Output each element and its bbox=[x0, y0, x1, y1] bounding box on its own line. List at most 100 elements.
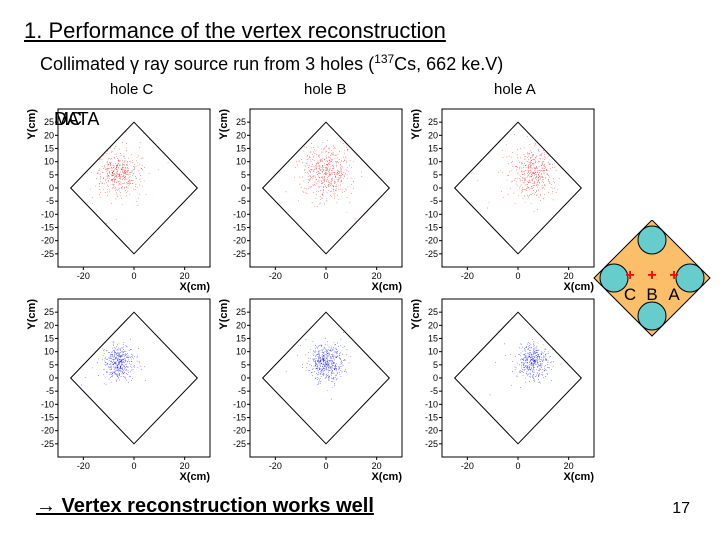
svg-text:C: C bbox=[624, 285, 636, 304]
svg-text:15: 15 bbox=[44, 144, 54, 154]
conclusion-text: → Vertex reconstruction works well bbox=[36, 495, 374, 518]
svg-text:0: 0 bbox=[241, 183, 246, 193]
svg-text:A: A bbox=[668, 285, 680, 304]
svg-text:25: 25 bbox=[44, 307, 54, 317]
svg-text:+: + bbox=[669, 267, 678, 284]
svg-text:20: 20 bbox=[180, 271, 190, 281]
svg-text:-20: -20 bbox=[41, 236, 54, 246]
svg-text:20: 20 bbox=[372, 461, 382, 471]
svg-text:20: 20 bbox=[428, 320, 438, 330]
svg-text:+: + bbox=[625, 267, 634, 284]
svg-text:Y(cm): Y(cm) bbox=[26, 109, 38, 140]
svg-text:-20: -20 bbox=[425, 426, 438, 436]
svg-text:-10: -10 bbox=[41, 399, 54, 409]
svg-text:25: 25 bbox=[428, 307, 438, 317]
svg-text:X(cm): X(cm) bbox=[179, 281, 210, 293]
svg-text:X(cm): X(cm) bbox=[371, 281, 402, 293]
slide-title: 1. Performance of the vertex reconstruct… bbox=[24, 18, 696, 44]
svg-text:-20: -20 bbox=[269, 461, 282, 471]
svg-text:5: 5 bbox=[433, 360, 438, 370]
subtitle-post: Cs, 662 ke.V) bbox=[394, 54, 503, 74]
svg-text:15: 15 bbox=[428, 144, 438, 154]
svg-text:5: 5 bbox=[49, 360, 54, 370]
svg-text:-10: -10 bbox=[425, 399, 438, 409]
svg-text:-20: -20 bbox=[461, 461, 474, 471]
svg-text:20: 20 bbox=[564, 271, 574, 281]
svg-text:-5: -5 bbox=[238, 386, 246, 396]
svg-text:+: + bbox=[647, 267, 656, 284]
svg-text:-20: -20 bbox=[41, 426, 54, 436]
svg-text:10: 10 bbox=[236, 347, 246, 357]
svg-text:25: 25 bbox=[428, 117, 438, 127]
svg-text:-15: -15 bbox=[233, 413, 246, 423]
subtitle: Collimated γ ray source run from 3 holes… bbox=[40, 52, 696, 75]
svg-text:0: 0 bbox=[515, 461, 520, 471]
svg-text:-10: -10 bbox=[41, 209, 54, 219]
svg-text:0: 0 bbox=[49, 373, 54, 383]
svg-text:-5: -5 bbox=[238, 196, 246, 206]
svg-text:B: B bbox=[646, 285, 657, 304]
svg-text:-20: -20 bbox=[77, 461, 90, 471]
svg-text:20: 20 bbox=[44, 320, 54, 330]
svg-text:X(cm): X(cm) bbox=[179, 471, 210, 483]
svg-text:0: 0 bbox=[131, 461, 136, 471]
svg-text:-5: -5 bbox=[430, 386, 438, 396]
detector-diagram: +C+B+A bbox=[588, 220, 716, 360]
svg-text:0: 0 bbox=[323, 271, 328, 281]
svg-text:-15: -15 bbox=[425, 413, 438, 423]
subtitle-mid: ray source run from 3 holes ( bbox=[139, 54, 374, 74]
svg-text:-15: -15 bbox=[41, 413, 54, 423]
svg-text:15: 15 bbox=[236, 144, 246, 154]
svg-text:20: 20 bbox=[236, 320, 246, 330]
svg-text:-25: -25 bbox=[41, 439, 54, 449]
svg-text:X(cm): X(cm) bbox=[563, 471, 594, 483]
svg-text:20: 20 bbox=[180, 461, 190, 471]
svg-text:0: 0 bbox=[433, 183, 438, 193]
svg-text:Y(cm): Y(cm) bbox=[410, 109, 422, 140]
svg-text:10: 10 bbox=[44, 157, 54, 167]
svg-text:Y(cm): Y(cm) bbox=[218, 299, 230, 330]
svg-text:-10: -10 bbox=[233, 399, 246, 409]
svg-text:0: 0 bbox=[323, 461, 328, 471]
svg-text:0: 0 bbox=[241, 373, 246, 383]
svg-text:20: 20 bbox=[564, 461, 574, 471]
svg-text:20: 20 bbox=[372, 271, 382, 281]
svg-text:-20: -20 bbox=[425, 236, 438, 246]
svg-text:25: 25 bbox=[236, 117, 246, 127]
svg-text:-15: -15 bbox=[233, 223, 246, 233]
svg-text:0: 0 bbox=[433, 373, 438, 383]
svg-text:5: 5 bbox=[241, 170, 246, 180]
svg-text:15: 15 bbox=[44, 334, 54, 344]
hole-label-a: hole A bbox=[494, 81, 536, 98]
svg-text:-15: -15 bbox=[425, 223, 438, 233]
svg-text:20: 20 bbox=[44, 130, 54, 140]
hole-label-b: hole B bbox=[304, 81, 347, 98]
svg-text:-5: -5 bbox=[46, 196, 54, 206]
svg-text:0: 0 bbox=[515, 271, 520, 281]
svg-text:-5: -5 bbox=[430, 196, 438, 206]
svg-text:-20: -20 bbox=[77, 271, 90, 281]
svg-text:-20: -20 bbox=[461, 271, 474, 281]
isotope-super: 137 bbox=[374, 52, 394, 66]
svg-text:-25: -25 bbox=[41, 249, 54, 259]
svg-text:-10: -10 bbox=[233, 209, 246, 219]
svg-text:Y(cm): Y(cm) bbox=[26, 299, 38, 330]
plot-mc-b: -25-20-15-10-50510152025-20020X(cm)Y(cm) bbox=[216, 293, 408, 483]
svg-text:10: 10 bbox=[428, 347, 438, 357]
svg-text:5: 5 bbox=[433, 170, 438, 180]
svg-text:-25: -25 bbox=[233, 249, 246, 259]
svg-text:15: 15 bbox=[428, 334, 438, 344]
svg-text:X(cm): X(cm) bbox=[371, 471, 402, 483]
svg-text:0: 0 bbox=[131, 271, 136, 281]
svg-text:-25: -25 bbox=[425, 439, 438, 449]
svg-text:-15: -15 bbox=[41, 223, 54, 233]
svg-text:20: 20 bbox=[428, 130, 438, 140]
gamma-symbol: γ bbox=[130, 54, 139, 74]
svg-text:-25: -25 bbox=[233, 439, 246, 449]
svg-text:-5: -5 bbox=[46, 386, 54, 396]
hole-label-c: hole C bbox=[110, 81, 153, 98]
svg-text:-20: -20 bbox=[269, 271, 282, 281]
hole-labels: hole C hole B hole A bbox=[24, 81, 696, 103]
page-number: 17 bbox=[672, 500, 690, 518]
plot-data-a: -25-20-15-10-50510152025-20020X(cm)Y(cm) bbox=[408, 103, 600, 293]
